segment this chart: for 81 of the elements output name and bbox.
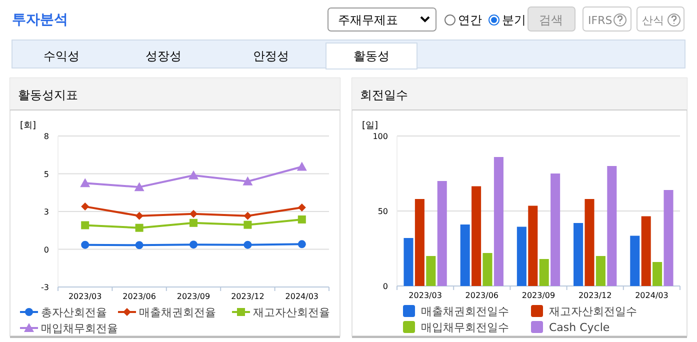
point <box>81 221 90 230</box>
point <box>296 162 307 171</box>
y-tick-label: 0 <box>382 282 388 291</box>
x-tick-label: 2023/09 <box>176 292 210 301</box>
legend-label: Cash Cycle <box>549 321 610 334</box>
x-tick-label: 2023/12 <box>231 292 264 301</box>
bar <box>607 166 617 286</box>
bar <box>630 236 640 286</box>
text: 주재무제표 <box>338 13 398 27</box>
x-tick-label: 2023/12 <box>578 291 612 300</box>
x-tick-label: 2024/03 <box>635 291 668 300</box>
point <box>244 240 252 249</box>
point <box>81 202 90 211</box>
bar <box>596 256 606 286</box>
legend-label: 매입채무회전율 <box>41 322 118 335</box>
legend-label: 재고자산회전율 <box>253 306 330 319</box>
text: 활동성 <box>354 49 390 63</box>
x-tick-label: 2023/03 <box>408 291 442 300</box>
x-tick-label: 2023/06 <box>465 291 499 300</box>
chart-title: 활동성지표 <box>18 88 78 102</box>
y-tick-label: 50 <box>378 207 388 216</box>
legend-label: 총자산회전율 <box>41 306 107 319</box>
text: 수익성 <box>44 49 80 63</box>
bar <box>528 206 538 286</box>
y-tick-label: 100 <box>372 132 388 141</box>
point <box>190 218 198 227</box>
bar <box>482 253 492 286</box>
bar <box>574 223 584 286</box>
bar <box>641 216 651 286</box>
x-tick-label: 2024/03 <box>285 292 319 301</box>
bar <box>426 256 436 286</box>
point <box>298 240 306 248</box>
text: 안정성 <box>253 49 289 63</box>
bar <box>460 224 470 286</box>
bar <box>516 226 526 286</box>
point <box>244 212 252 220</box>
x-tick-label: 2023/03 <box>68 292 102 301</box>
point <box>298 204 306 212</box>
legend-label: 매출채권회전일수 <box>421 305 509 318</box>
bar <box>404 238 414 286</box>
point <box>242 176 253 186</box>
y-tick-label: 0 <box>44 245 49 254</box>
text: 산식 <box>642 14 664 27</box>
text: IFRS <box>588 14 612 27</box>
y-tick-label: 5 <box>44 170 49 179</box>
point <box>298 215 306 224</box>
point <box>190 240 198 249</box>
x-tick-label: 2023/06 <box>122 292 156 301</box>
point <box>134 182 144 192</box>
point <box>190 210 198 218</box>
x-tick-label: 2023/09 <box>522 291 556 300</box>
bar <box>550 174 560 286</box>
text: 검색 <box>539 13 563 27</box>
text: 성장성 <box>146 49 182 63</box>
y-tick-label: 8 <box>44 132 49 141</box>
bar <box>414 199 424 286</box>
bar <box>494 157 504 286</box>
bar <box>437 181 447 286</box>
point <box>80 178 90 188</box>
y-axis-title: [일] <box>362 121 378 131</box>
chart-title: 회전일수 <box>360 88 408 102</box>
bar <box>664 190 674 286</box>
text: 투자분석 <box>12 12 68 28</box>
point <box>135 224 144 232</box>
bar <box>472 186 482 286</box>
point <box>135 212 144 220</box>
bar <box>584 199 594 286</box>
y-tick-label: 3 <box>44 208 49 216</box>
legend-label: 매입채무회전일수 <box>421 321 509 334</box>
point <box>81 240 90 249</box>
point <box>188 170 198 180</box>
point <box>244 220 252 229</box>
bar <box>539 259 549 286</box>
legend-label: 매출채권회전율 <box>139 306 216 319</box>
y-tick-label: -3 <box>41 283 49 292</box>
text: 연간 <box>458 13 482 27</box>
point <box>135 241 144 250</box>
text: 분기 <box>502 13 526 27</box>
legend-label: 재고자산회전일수 <box>549 305 637 318</box>
y-axis-title: [회] <box>20 121 36 131</box>
bar <box>652 262 662 286</box>
